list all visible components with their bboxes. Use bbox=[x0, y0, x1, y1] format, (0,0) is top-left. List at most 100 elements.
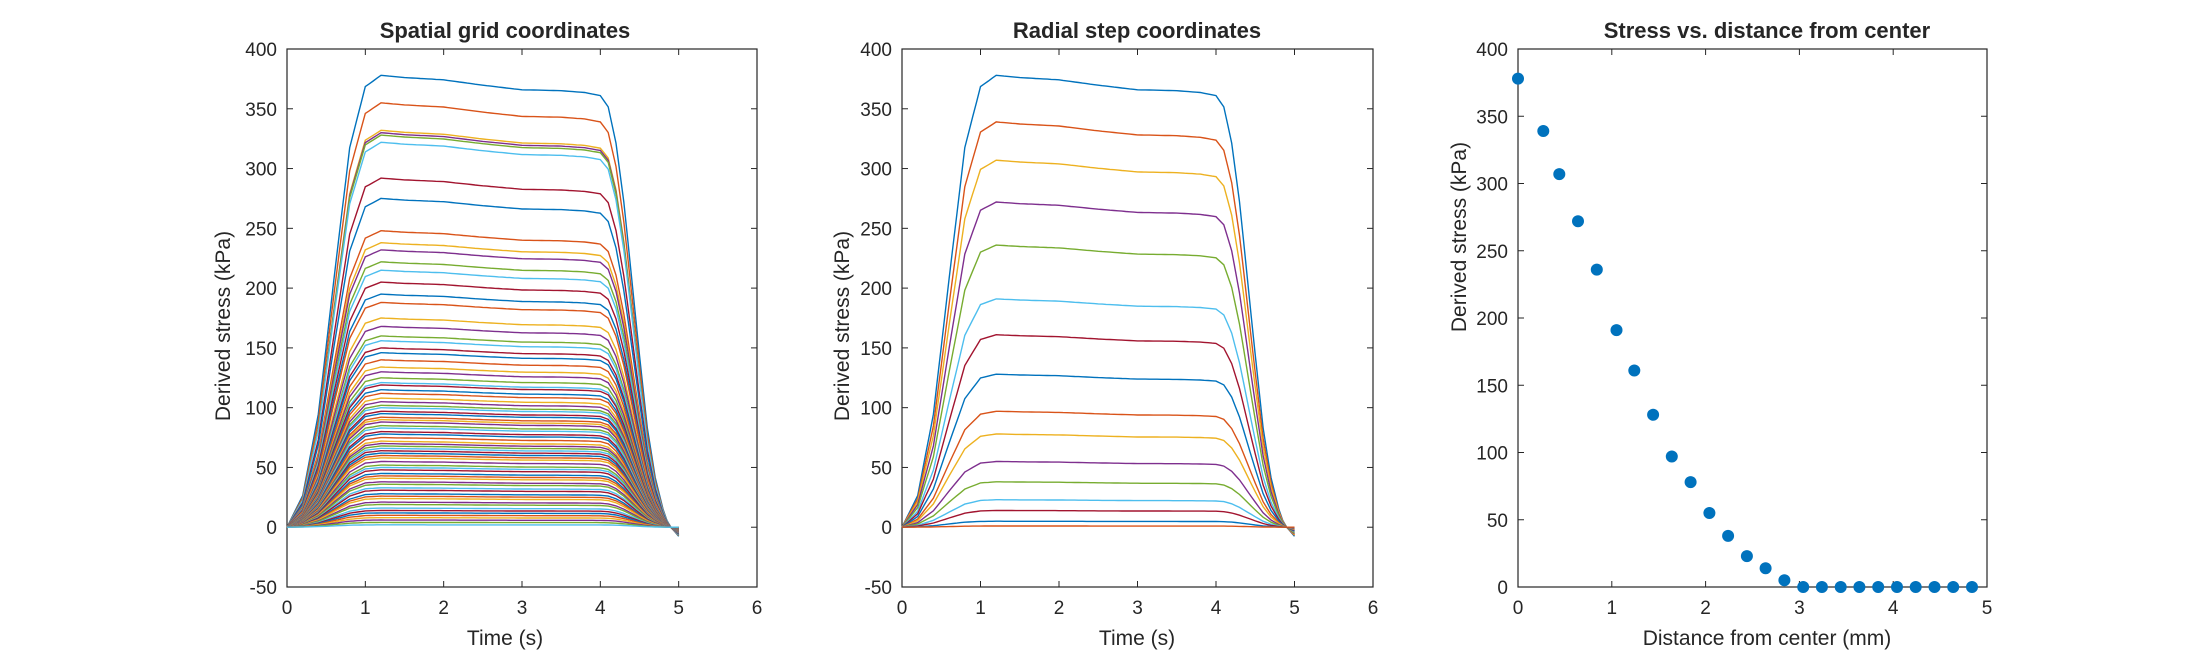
y-tick-label: 150 bbox=[860, 339, 892, 360]
x-tick-label: 2 bbox=[1700, 598, 1711, 619]
series-line-71 bbox=[286, 512, 679, 529]
series-line-28 bbox=[286, 384, 679, 531]
chart-title: Stress vs. distance from center bbox=[1604, 18, 1931, 43]
series-line-7 bbox=[901, 333, 1295, 532]
x-tick-label: 3 bbox=[1132, 598, 1143, 619]
series-line-6 bbox=[286, 141, 680, 536]
series-line-55 bbox=[286, 466, 679, 530]
scatter-points bbox=[1512, 72, 1978, 593]
x-tick-label: 4 bbox=[595, 598, 606, 619]
y-tick-label: 100 bbox=[245, 399, 277, 420]
series-line-56 bbox=[286, 469, 679, 530]
series-line-1 bbox=[901, 74, 1296, 537]
y-tick-label: 0 bbox=[266, 518, 277, 539]
data-point-6 bbox=[1610, 324, 1623, 337]
y-tick-label: 50 bbox=[256, 458, 277, 479]
series-line-4 bbox=[901, 201, 1295, 535]
series-line-1 bbox=[286, 74, 680, 537]
series-line-21 bbox=[286, 347, 679, 532]
data-point-19 bbox=[1853, 581, 1866, 593]
data-point-14 bbox=[1759, 562, 1772, 575]
x-tick-label: 1 bbox=[975, 598, 986, 619]
series-line-18 bbox=[286, 325, 680, 532]
y-tick-labels: -50 0 50 100 150 200 250 300 350 400 bbox=[860, 40, 892, 599]
series-line-75 bbox=[286, 521, 679, 528]
y-axis-label: Derived stress (kPa) bbox=[212, 231, 235, 421]
series-line-42 bbox=[286, 430, 679, 530]
y-tick-label: 400 bbox=[860, 40, 892, 61]
x-tick-labels: 0 1 2 3 4 5 6 bbox=[282, 598, 763, 619]
series-line-47 bbox=[286, 445, 679, 530]
x-tick-label: 4 bbox=[1888, 598, 1899, 619]
series-line-16 bbox=[286, 301, 680, 533]
series-line-45 bbox=[286, 440, 679, 530]
y-tick-label: -50 bbox=[865, 578, 892, 599]
x-tick-label: 5 bbox=[673, 598, 684, 619]
data-point-3 bbox=[1553, 168, 1566, 181]
data-point-11 bbox=[1703, 507, 1716, 519]
series-line-39 bbox=[286, 421, 679, 530]
series-line-36 bbox=[286, 412, 679, 531]
y-axis-label: Derived stress (kPa) bbox=[831, 231, 854, 421]
y-tick-label: 250 bbox=[1476, 242, 1508, 263]
x-axis-label: Time (s) bbox=[467, 627, 543, 650]
series-line-38 bbox=[286, 418, 679, 531]
data-point-23 bbox=[1928, 581, 1941, 593]
data-point-15 bbox=[1778, 574, 1791, 587]
data-point-22 bbox=[1909, 581, 1922, 593]
data-point-12 bbox=[1722, 529, 1735, 542]
series-line-73 bbox=[286, 517, 679, 529]
series-line-16 bbox=[902, 525, 1295, 528]
series-line-17 bbox=[286, 317, 680, 533]
x-tick-label: 3 bbox=[517, 598, 528, 619]
x-tick-label: 2 bbox=[1054, 598, 1065, 619]
x-tick-label: 6 bbox=[1368, 598, 1379, 619]
y-tick-labels: -50 0 50 100 150 200 250 300 350 400 bbox=[245, 40, 277, 599]
y-tick-label: 50 bbox=[871, 458, 892, 479]
data-point-18 bbox=[1834, 581, 1847, 593]
series-line-53 bbox=[286, 460, 679, 530]
y-tick-label: 100 bbox=[860, 399, 892, 420]
series-line-41 bbox=[286, 427, 679, 530]
y-tick-label: 100 bbox=[1476, 444, 1508, 465]
series-line-5 bbox=[901, 244, 1295, 534]
series-line-13 bbox=[901, 499, 1295, 529]
series-line-3 bbox=[901, 159, 1295, 536]
series-line-12 bbox=[901, 481, 1295, 529]
series-lines bbox=[901, 74, 1296, 537]
x-tick-label: 6 bbox=[752, 598, 763, 619]
series-line-64 bbox=[286, 492, 679, 529]
chart-title: Radial step coordinates bbox=[1013, 18, 1261, 43]
y-tick-label: 350 bbox=[860, 100, 892, 121]
series-line-12 bbox=[286, 261, 680, 534]
series-line-76 bbox=[287, 524, 679, 528]
data-point-17 bbox=[1815, 581, 1828, 593]
series-line-72 bbox=[286, 514, 679, 529]
series-line-13 bbox=[286, 269, 680, 533]
data-point-16 bbox=[1797, 581, 1810, 593]
y-tick-label: 400 bbox=[245, 40, 277, 61]
y-tick-label: 250 bbox=[860, 219, 892, 240]
data-point-20 bbox=[1872, 581, 1885, 593]
data-point-7 bbox=[1628, 364, 1641, 377]
y-tick-label: 350 bbox=[245, 100, 277, 121]
series-line-43 bbox=[286, 433, 679, 530]
series-line-14 bbox=[286, 281, 680, 533]
x-tick-label: 2 bbox=[438, 598, 449, 619]
series-line-2 bbox=[901, 121, 1296, 536]
series-line-48 bbox=[286, 447, 679, 530]
series-line-29 bbox=[286, 388, 679, 531]
series-line-37 bbox=[286, 416, 679, 531]
y-tick-label: 250 bbox=[245, 219, 277, 240]
y-tick-label: 50 bbox=[1487, 511, 1508, 532]
y-tick-label: -50 bbox=[250, 578, 277, 599]
series-line-15 bbox=[286, 293, 680, 533]
series-line-52 bbox=[286, 457, 679, 530]
x-axis-label: Time (s) bbox=[1099, 627, 1175, 650]
data-point-2 bbox=[1537, 125, 1550, 137]
plot-area bbox=[1517, 48, 1988, 588]
y-tick-label: 350 bbox=[1476, 107, 1508, 128]
series-line-34 bbox=[286, 406, 679, 531]
